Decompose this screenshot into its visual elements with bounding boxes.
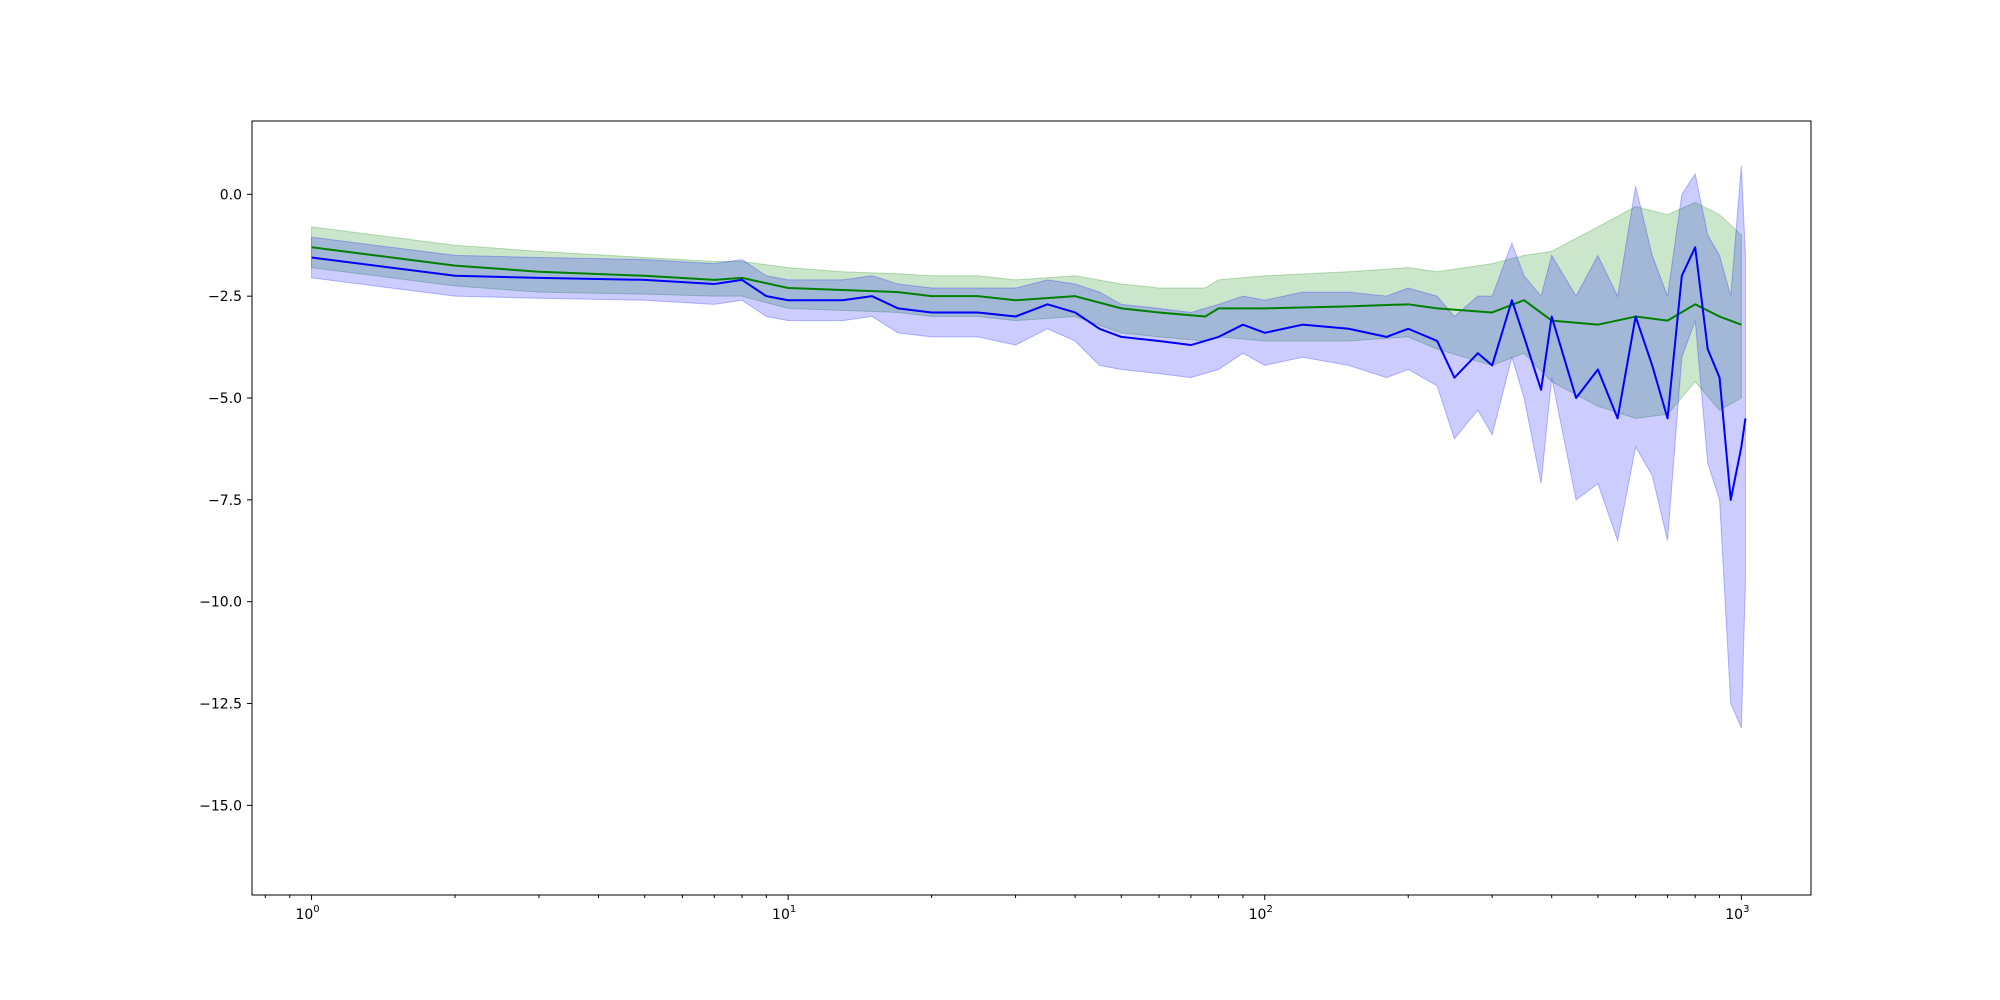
x-tick-label: 100 [295, 904, 319, 923]
series-1-line [311, 246, 1742, 326]
y-axis: 0.0 −2.5 −5.0 −7.5 −10.0 −12.5 −15.0 [199, 187, 252, 814]
x-tick-label: 103 [1725, 904, 1749, 923]
series-1-band [311, 201, 1742, 419]
series-2-band [311, 165, 1746, 729]
x-tick-label: 102 [1249, 904, 1273, 923]
x-tick-label: 101 [772, 904, 796, 923]
y-tick-label: −2.5 [208, 289, 242, 305]
y-tick-label: −15.0 [199, 798, 242, 814]
confidence-bands [311, 165, 1746, 729]
axes-frame [251, 120, 1812, 896]
series-2-line [311, 246, 1747, 501]
y-tick-label: −5.0 [208, 391, 242, 407]
x-axis: 100 101 102 103 [264, 895, 1749, 923]
series-lines [311, 246, 1747, 501]
y-tick-label: −7.5 [208, 493, 242, 509]
y-tick-label: −10.0 [199, 595, 242, 611]
y-tick-label: −12.5 [199, 697, 242, 713]
y-tick-label: 0.0 [220, 187, 242, 203]
